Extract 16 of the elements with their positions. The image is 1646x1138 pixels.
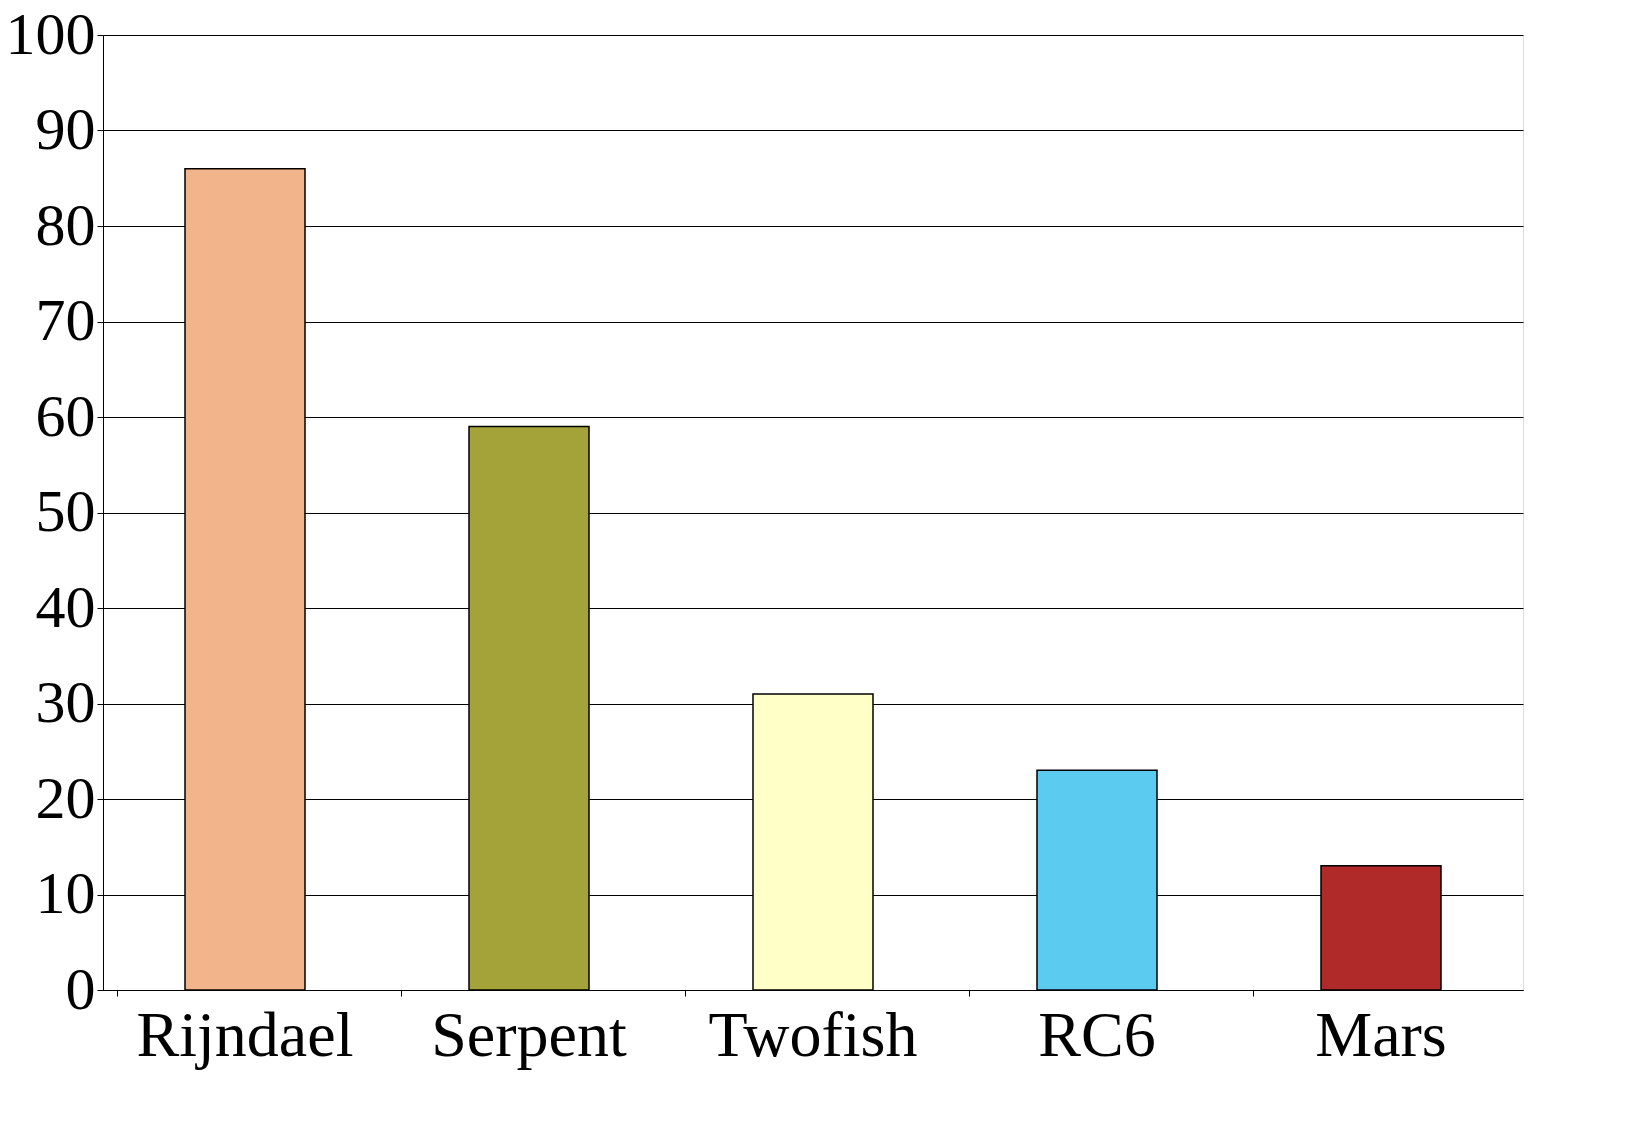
y-tick-label: 0 <box>65 955 96 1022</box>
y-tick-label: 10 <box>35 860 96 926</box>
x-tick-label: Mars <box>1315 998 1447 1070</box>
x-tick-label: Rijndael <box>136 998 354 1070</box>
x-tick-label: Serpent <box>431 998 627 1070</box>
y-tick-label: 100 <box>5 0 96 67</box>
x-tick-label: Twofish <box>708 998 918 1070</box>
y-tick-label: 90 <box>35 96 96 162</box>
y-tick-label: 50 <box>35 478 96 544</box>
x-tick-label: RC6 <box>1038 998 1156 1070</box>
y-tick-label: 80 <box>35 191 96 258</box>
y-tick-label: 60 <box>35 382 96 449</box>
y-tick-label: 40 <box>35 573 96 640</box>
y-tick-label: 20 <box>35 764 96 831</box>
y-tick-label: 70 <box>35 287 96 353</box>
y-tick-label: 30 <box>35 669 96 735</box>
